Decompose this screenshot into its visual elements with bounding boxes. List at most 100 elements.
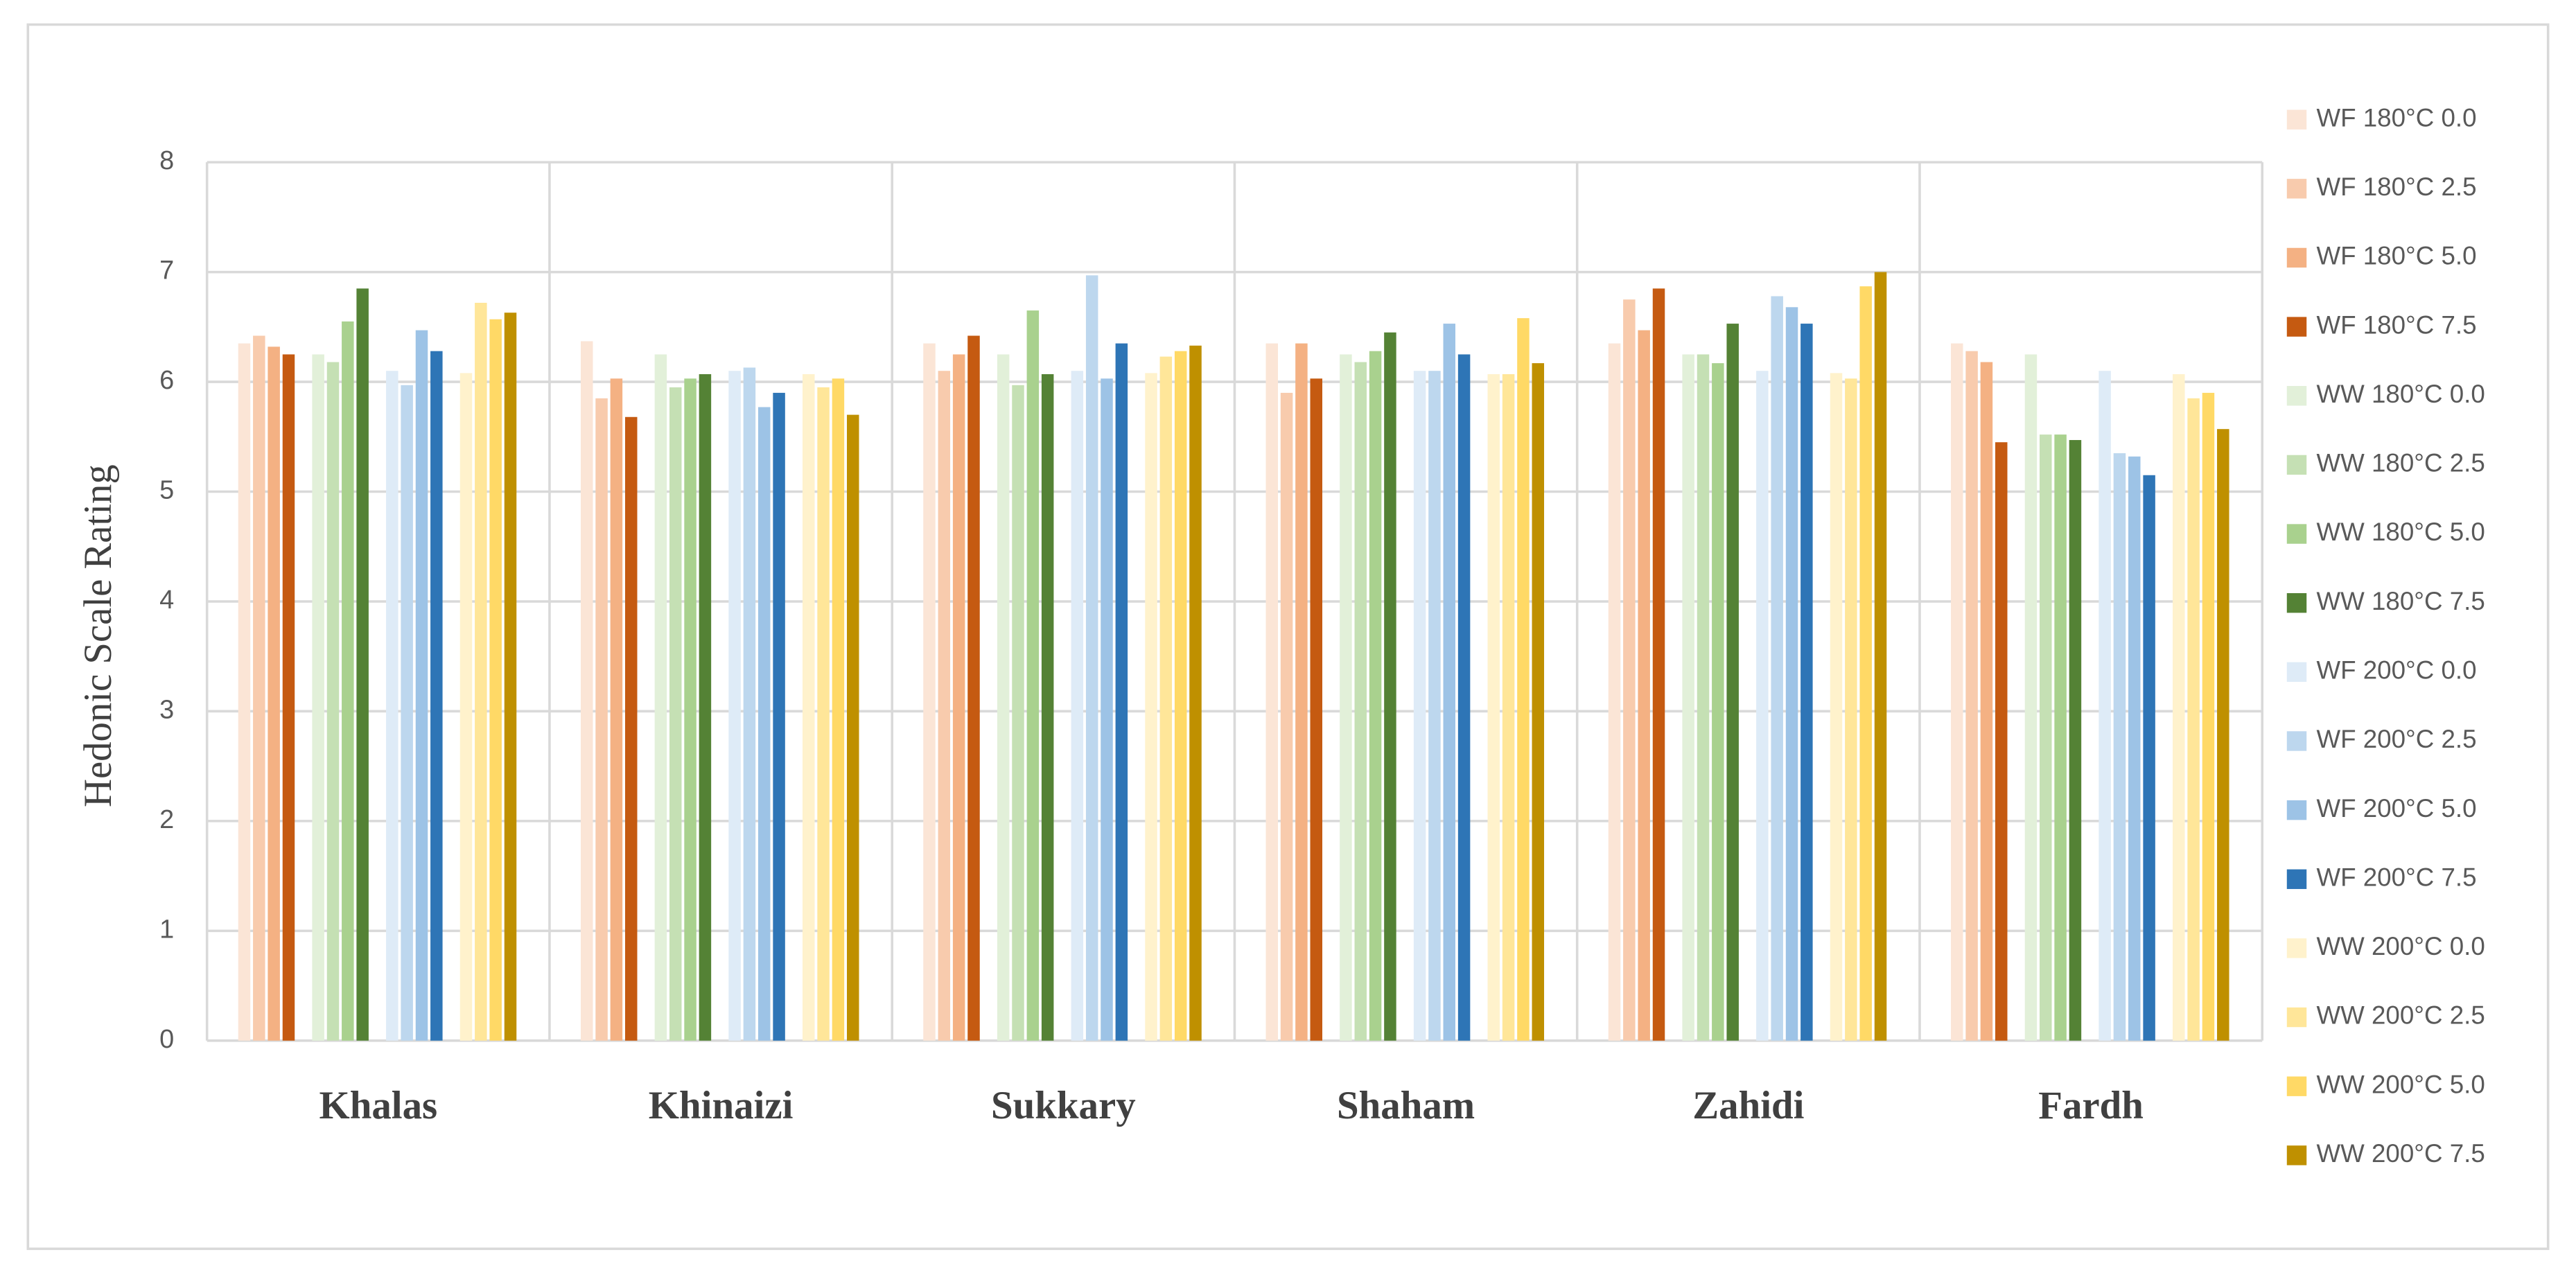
y-tick-label: 5 <box>159 476 174 505</box>
bar <box>1726 324 1739 1041</box>
bar <box>1859 286 1872 1041</box>
bar <box>459 373 473 1041</box>
y-tick-label: 3 <box>159 695 174 724</box>
legend-label: WF 200°C 0.0 <box>2316 656 2476 685</box>
bar <box>2187 398 2200 1041</box>
legend-swatch <box>2286 455 2307 475</box>
bar <box>386 371 398 1041</box>
bar <box>1369 351 1382 1041</box>
bar <box>1265 343 1278 1041</box>
legend-swatch <box>2286 247 2307 268</box>
bar <box>253 335 265 1041</box>
bar <box>1026 310 1040 1041</box>
legend-label: WF 180°C 0.0 <box>2316 103 2476 132</box>
bar <box>1310 378 1322 1041</box>
bar <box>654 354 667 1041</box>
legend-swatch <box>2286 109 2307 130</box>
bar <box>415 330 428 1041</box>
legend-swatch <box>2286 938 2307 958</box>
bar <box>595 398 608 1041</box>
bar <box>1712 363 1724 1041</box>
bar <box>1354 362 1367 1041</box>
x-tick-label: Khinaizi <box>649 1084 794 1127</box>
legend-swatch <box>2286 1007 2307 1028</box>
bar <box>312 354 324 1041</box>
legend-label: WF 180°C 2.5 <box>2316 173 2476 201</box>
bar <box>1532 363 1545 1041</box>
bar <box>997 354 1010 1041</box>
bar <box>699 373 712 1041</box>
legend-label: WF 180°C 5.0 <box>2316 242 2476 270</box>
legend-label: WW 180°C 0.0 <box>2316 380 2485 408</box>
bar <box>758 407 771 1041</box>
bar <box>832 378 845 1041</box>
bar <box>1101 378 1113 1041</box>
x-tick-label: Shaham <box>1337 1084 1475 1127</box>
bar <box>847 414 859 1041</box>
bar <box>1756 371 1769 1041</box>
legend-label: WW 180°C 2.5 <box>2316 449 2485 477</box>
legend-swatch <box>2286 800 2307 820</box>
bar <box>2069 440 2082 1041</box>
bar <box>2113 453 2126 1041</box>
legend-swatch <box>2286 731 2307 751</box>
bar <box>342 321 354 1041</box>
bar <box>1457 354 1471 1041</box>
legend-label: WF 200°C 7.5 <box>2316 863 2476 891</box>
bar <box>326 362 340 1041</box>
bar <box>1384 332 1396 1041</box>
bar <box>1830 373 1843 1041</box>
bar <box>1682 354 1694 1041</box>
bar <box>817 387 830 1041</box>
legend-swatch <box>2286 386 2307 406</box>
bar <box>504 313 517 1041</box>
legend-label: WW 200°C 0.0 <box>2316 932 2485 960</box>
bar <box>2217 429 2229 1041</box>
legend-swatch <box>2286 869 2307 889</box>
bar <box>238 343 251 1041</box>
bar <box>2143 475 2155 1041</box>
x-tick-label: Khalas <box>319 1084 437 1127</box>
bar <box>1443 324 1456 1041</box>
bar <box>1295 343 1308 1041</box>
legend-swatch <box>2286 317 2307 337</box>
legend-label: WF 200°C 2.5 <box>2316 725 2476 753</box>
y-axis-label: Hedonic Scale Rating <box>76 464 120 807</box>
y-tick-label: 1 <box>159 915 174 944</box>
bar <box>489 319 502 1041</box>
bar <box>282 354 295 1041</box>
bar <box>923 343 936 1041</box>
bar <box>2040 434 2052 1041</box>
bar <box>2024 354 2038 1041</box>
bar <box>1785 307 1798 1041</box>
bar <box>1041 373 1054 1041</box>
bar <box>803 373 815 1041</box>
legend-swatch <box>2286 592 2307 613</box>
bar <box>1874 272 1887 1041</box>
bar <box>1965 351 1978 1041</box>
x-tick-label: Sukkary <box>991 1084 1136 1127</box>
bar <box>952 354 965 1041</box>
bar <box>743 367 756 1041</box>
bar <box>938 371 951 1041</box>
bar <box>1071 371 1084 1041</box>
bar <box>1980 362 1993 1041</box>
bar <box>401 385 413 1041</box>
legend-swatch <box>2286 179 2307 199</box>
bar <box>1517 318 1530 1041</box>
legend-swatch <box>2286 524 2307 544</box>
bar <box>1413 371 1426 1041</box>
legend-label: WF 180°C 7.5 <box>2316 310 2476 339</box>
y-tick-label: 6 <box>159 366 174 395</box>
bar <box>728 371 741 1041</box>
bar <box>1608 343 1621 1041</box>
bar <box>2054 434 2067 1041</box>
bar <box>1652 288 1665 1041</box>
legend-label: WF 200°C 5.0 <box>2316 794 2476 823</box>
bar <box>1800 324 1813 1041</box>
bar <box>1771 296 1783 1041</box>
bar <box>1502 373 1515 1041</box>
legend-label: WW 200°C 5.0 <box>2316 1070 2485 1098</box>
y-tick-label: 7 <box>159 256 174 285</box>
bar <box>1623 299 1636 1041</box>
